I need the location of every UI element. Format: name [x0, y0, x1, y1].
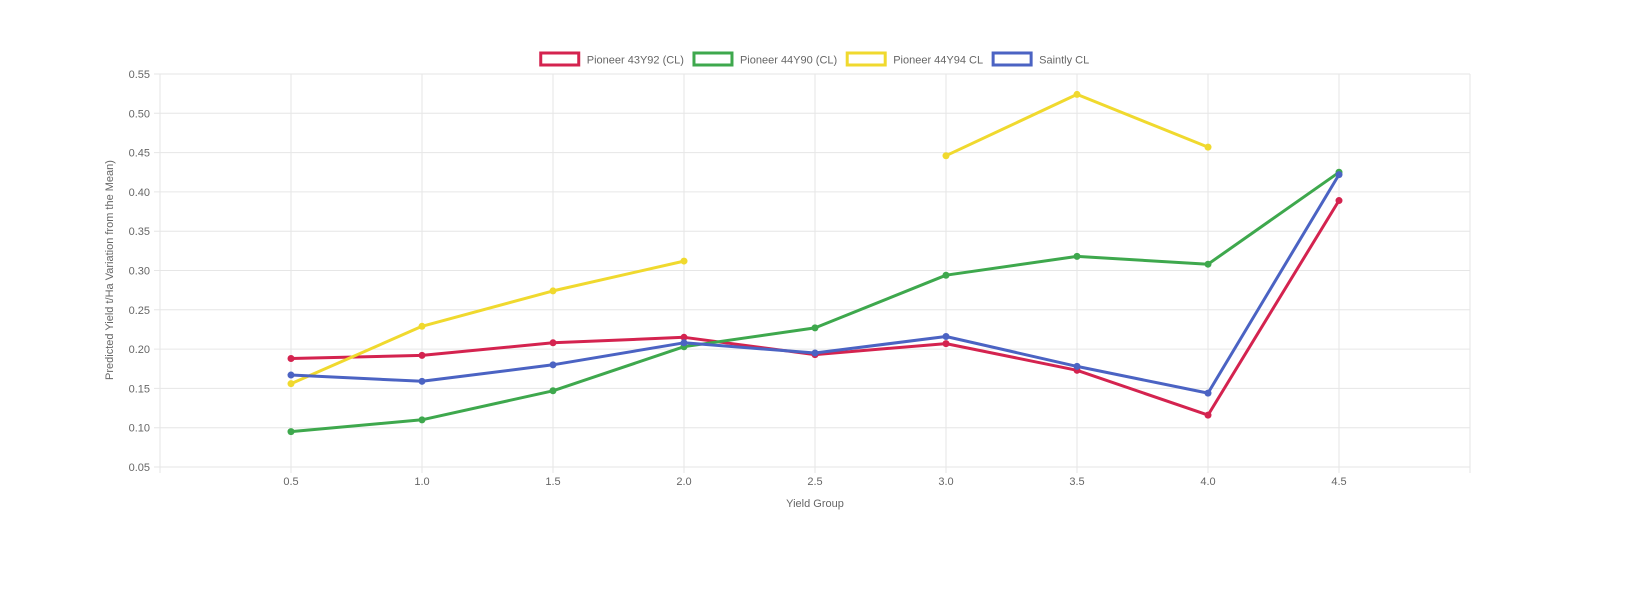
x-axis-label: Yield Group: [786, 498, 844, 510]
data-point[interactable]: [418, 416, 426, 424]
data-point[interactable]: [942, 152, 950, 160]
data-point[interactable]: [1204, 389, 1212, 397]
legend-item[interactable]: Saintly CL: [991, 51, 1089, 67]
y-tick-label: 0.05: [129, 462, 150, 474]
data-point[interactable]: [811, 324, 819, 332]
x-tick-label: 1.0: [414, 476, 429, 488]
series-lines: [287, 90, 1343, 436]
data-point[interactable]: [1335, 197, 1343, 205]
x-tick-labels: 0.5 1.0 1.5 2.0 2.5 3.0 3.5 4.0 4.5: [283, 476, 1346, 488]
data-point[interactable]: [811, 349, 819, 357]
data-point[interactable]: [549, 361, 557, 369]
legend-label: Pioneer 44Y90 (CL): [740, 55, 837, 67]
x-tick-label: 3.5: [1069, 476, 1084, 488]
legend[interactable]: Pioneer 43Y92 (CL) Pioneer 44Y90 (CL) Pion…: [539, 51, 1090, 67]
legend-swatch: [991, 51, 1033, 67]
data-point[interactable]: [287, 380, 295, 388]
series-3: [287, 171, 1343, 397]
legend-item[interactable]: Pioneer 44Y94 CL: [845, 51, 983, 67]
data-point[interactable]: [680, 257, 688, 265]
y-tick-label: 0.50: [129, 108, 150, 120]
y-tick-label: 0.30: [129, 266, 150, 278]
data-point[interactable]: [549, 387, 557, 395]
y-tick-label: 0.55: [129, 69, 150, 81]
data-point[interactable]: [680, 333, 688, 341]
data-point[interactable]: [418, 322, 426, 330]
x-tick-label: 2.5: [807, 476, 822, 488]
legend-swatch: [539, 51, 581, 67]
legend-item[interactable]: Pioneer 43Y92 (CL): [539, 51, 684, 67]
data-point[interactable]: [418, 377, 426, 385]
x-tick-label: 4.5: [1331, 476, 1346, 488]
y-tick-label: 0.40: [129, 187, 150, 199]
data-point[interactable]: [287, 355, 295, 363]
data-point[interactable]: [287, 428, 295, 436]
legend-label: Pioneer 43Y92 (CL): [587, 55, 684, 67]
data-point[interactable]: [1073, 252, 1081, 260]
data-point[interactable]: [549, 287, 557, 295]
data-point[interactable]: [1073, 362, 1081, 370]
y-tick-label: 0.15: [129, 383, 150, 395]
grid-lines: [154, 73, 1471, 473]
data-point[interactable]: [549, 339, 557, 347]
y-tick-label: 0.10: [129, 423, 150, 435]
legend-item[interactable]: Pioneer 44Y90 (CL): [692, 51, 837, 67]
data-point[interactable]: [942, 340, 950, 348]
data-point[interactable]: [418, 351, 426, 359]
data-point[interactable]: [1335, 171, 1343, 179]
data-point[interactable]: [942, 271, 950, 279]
y-axis-label: Predicted Yield t/Ha Variation from the …: [104, 160, 116, 380]
legend-swatch: [692, 51, 734, 67]
x-tick-label: 4.0: [1200, 476, 1215, 488]
series-line: [290, 259, 685, 386]
data-point[interactable]: [1204, 260, 1212, 268]
data-point[interactable]: [1204, 411, 1212, 419]
x-tick-label: 1.5: [545, 476, 560, 488]
y-tick-label: 0.45: [129, 148, 150, 160]
x-tick-label: 2.0: [676, 476, 691, 488]
x-tick-label: 0.5: [283, 476, 298, 488]
y-tick-labels: 0.05 0.10 0.15 0.20 0.25 0.30 0.35 0.40 0.45 0.50…: [129, 69, 150, 474]
legend-label: Pioneer 44Y94 CL: [893, 55, 983, 67]
data-point[interactable]: [942, 333, 950, 341]
x-tick-label: 3.0: [938, 476, 953, 488]
data-point[interactable]: [1204, 143, 1212, 151]
data-point[interactable]: [680, 339, 688, 347]
series-2: [287, 90, 1212, 388]
data-point[interactable]: [1073, 90, 1081, 98]
legend-swatch: [845, 51, 887, 67]
legend-label: Saintly CL: [1039, 55, 1089, 67]
y-tick-label: 0.25: [129, 305, 150, 317]
y-tick-label: 0.20: [129, 344, 150, 356]
y-tick-label: 0.35: [129, 226, 150, 238]
data-point[interactable]: [287, 371, 295, 379]
